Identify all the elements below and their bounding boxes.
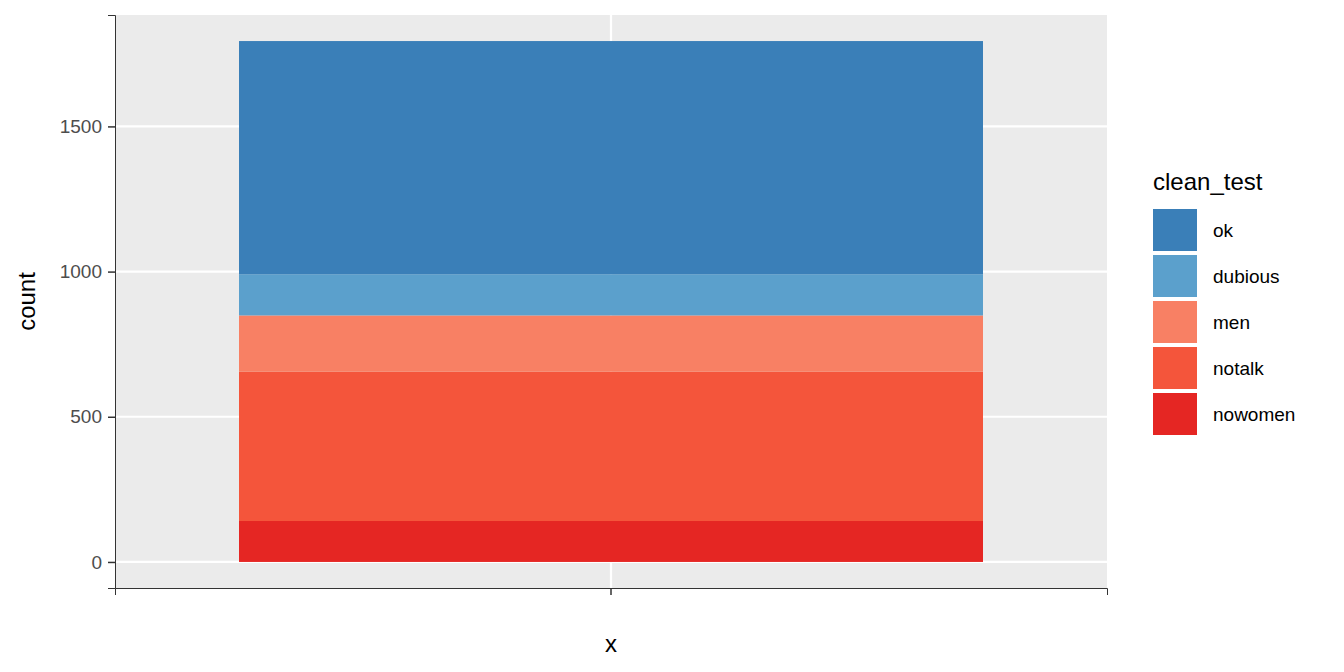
legend-swatch — [1153, 255, 1197, 297]
legend-swatch — [1153, 301, 1197, 343]
legend-label: men — [1213, 312, 1250, 333]
tick-label: 1500 — [60, 116, 102, 137]
legend-title: clean_test — [1153, 168, 1263, 195]
legend-swatch — [1153, 347, 1197, 389]
tick-mark — [108, 271, 115, 273]
tick: 1500 — [60, 116, 115, 137]
legend-label: notalk — [1213, 358, 1264, 379]
x-axis — [116, 588, 1108, 595]
legend-label: nowomen — [1213, 404, 1295, 425]
bar — [239, 315, 983, 371]
tick-mark — [108, 562, 115, 564]
axis-line — [108, 16, 116, 589]
tick: 1000 — [60, 261, 115, 282]
tick-mark — [610, 588, 612, 595]
tick — [611, 588, 612, 595]
panel — [115, 15, 1107, 588]
legend-swatch — [1153, 393, 1197, 435]
tick: 0 — [91, 552, 115, 573]
y-axis: 0 500 1000 1500 — [60, 16, 116, 589]
legend-swatch — [1153, 209, 1197, 251]
bars — [239, 41, 983, 562]
legend-label: dubious — [1213, 266, 1280, 287]
chart: 0 500 1000 1500 x count clean_testok dubious men… — [0, 0, 1344, 672]
x-axis-title: x — [605, 630, 617, 657]
tick-mark — [108, 126, 115, 128]
axis-line — [116, 589, 1108, 596]
bar — [239, 41, 983, 274]
bar — [239, 274, 983, 315]
legend-label: ok — [1213, 220, 1234, 241]
y-axis-title: count — [13, 272, 40, 331]
tick-label: 0 — [91, 552, 102, 573]
tick: 500 — [70, 406, 115, 427]
bar — [239, 372, 983, 521]
tick-mark — [108, 417, 115, 419]
tick-label: 500 — [70, 406, 102, 427]
bar — [239, 521, 983, 562]
grid — [115, 15, 1107, 588]
tick-label: 1000 — [60, 261, 102, 282]
legend: clean_testok dubious men notalk nowomen — [1153, 168, 1295, 435]
